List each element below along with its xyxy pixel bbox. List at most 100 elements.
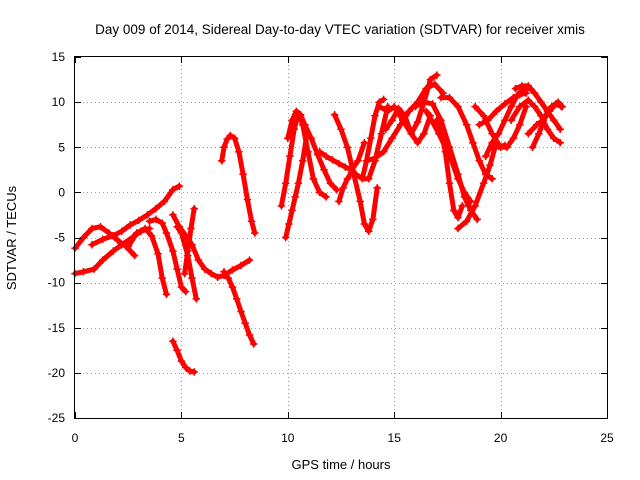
series-line	[285, 108, 340, 193]
series-arc-11	[218, 131, 259, 237]
data-point	[188, 240, 196, 249]
data-point	[98, 235, 107, 244]
data-point	[462, 217, 471, 226]
data-point	[335, 197, 343, 206]
data-point	[433, 116, 441, 124]
data-point	[437, 93, 445, 102]
data-point	[413, 118, 422, 126]
series-arc-12	[281, 129, 311, 242]
data-point	[223, 135, 231, 143]
data-point	[162, 290, 171, 299]
data-point	[332, 185, 341, 194]
data-point	[450, 206, 458, 215]
data-point	[143, 211, 152, 219]
data-point	[141, 224, 149, 233]
data-point	[181, 287, 190, 296]
data-point	[528, 143, 537, 152]
data-point	[467, 197, 475, 206]
data-point	[286, 152, 294, 161]
data-point	[245, 331, 254, 339]
data-point	[201, 265, 209, 273]
data-point	[537, 98, 545, 106]
series-arc-24	[433, 116, 467, 222]
data-point	[535, 129, 543, 138]
data-point	[360, 138, 369, 147]
data-point	[533, 120, 541, 129]
data-point	[307, 134, 315, 142]
data-point	[228, 266, 237, 274]
data-point	[462, 120, 471, 129]
data-point	[285, 220, 293, 228]
data-point	[207, 269, 215, 278]
data-point	[524, 96, 533, 105]
data-point	[169, 337, 177, 346]
y-tick-label: 15	[52, 50, 66, 64]
data-point	[194, 256, 203, 264]
series-arc-9	[169, 211, 254, 281]
data-point	[245, 256, 254, 264]
data-point	[126, 221, 135, 229]
data-point	[371, 111, 379, 120]
data-point	[241, 319, 249, 327]
data-point	[180, 269, 189, 278]
data-point	[90, 265, 98, 273]
data-point	[494, 129, 503, 138]
data-point	[530, 89, 539, 97]
data-point	[169, 185, 177, 194]
data-point	[177, 357, 186, 365]
data-point	[291, 193, 299, 201]
data-point	[516, 102, 524, 111]
data-point	[339, 184, 347, 192]
data-point	[550, 134, 558, 142]
data-point	[511, 84, 520, 93]
data-point	[337, 125, 345, 133]
data-point	[445, 179, 454, 188]
y-tick-label: -25	[48, 411, 66, 425]
data-point	[109, 231, 118, 240]
data-point	[162, 229, 171, 237]
data-point	[447, 157, 456, 165]
data-point	[284, 134, 292, 142]
data-point	[367, 134, 375, 142]
data-point	[428, 118, 437, 126]
data-point	[373, 184, 381, 192]
data-point	[471, 202, 479, 210]
data-point	[177, 283, 186, 291]
data-point	[213, 273, 222, 281]
series-arc-3	[88, 182, 184, 249]
plot-frame	[74, 56, 608, 419]
data-point	[232, 295, 241, 303]
data-point	[426, 75, 435, 84]
data-point	[558, 102, 567, 111]
data-point	[481, 152, 490, 161]
data-point	[335, 159, 343, 168]
data-point	[471, 102, 479, 111]
data-point	[488, 129, 496, 138]
data-point	[160, 197, 169, 206]
data-point	[369, 215, 377, 224]
y-tick-label: -10	[48, 276, 66, 290]
data-point	[341, 163, 350, 171]
data-point	[184, 247, 192, 255]
series-line	[383, 105, 433, 146]
data-point	[109, 247, 118, 255]
data-point	[330, 111, 339, 119]
data-point	[388, 116, 396, 124]
data-point	[411, 102, 420, 111]
data-point	[315, 148, 324, 156]
data-point	[188, 274, 196, 282]
data-point	[152, 204, 160, 213]
data-point	[475, 120, 484, 129]
data-point	[454, 102, 462, 111]
y-tick-label: -15	[48, 321, 66, 335]
data-point	[294, 110, 303, 118]
data-point	[220, 268, 228, 276]
x-tick-label: 0	[72, 431, 79, 445]
data-point	[445, 93, 454, 102]
data-point	[422, 107, 430, 115]
data-point	[458, 202, 467, 210]
data-point	[309, 175, 318, 183]
y-tick-label: 5	[58, 140, 65, 154]
data-point	[407, 129, 415, 138]
data-point	[401, 111, 409, 120]
